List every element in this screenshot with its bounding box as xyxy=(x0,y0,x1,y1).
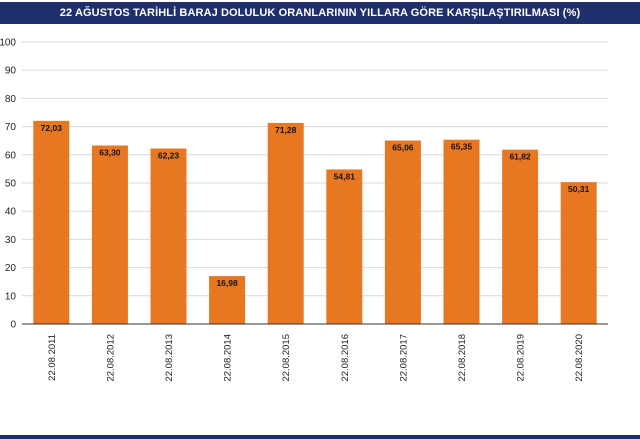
y-tick-label: 30 xyxy=(5,235,17,246)
chart-title: 22 AĞUSTOS TARİHLİ BARAJ DOLULUK ORANLAR… xyxy=(0,2,640,24)
bar xyxy=(33,120,70,324)
y-tick-label: 100 xyxy=(0,38,16,49)
y-axis-ticks: 0 10 20 30 40 50 60 70 80 90 100 xyxy=(0,38,16,331)
y-tick-label: 10 xyxy=(5,291,17,302)
data-label: 50,31 xyxy=(568,184,590,194)
data-label: 72,03 xyxy=(41,123,63,133)
bar xyxy=(502,149,539,324)
y-tick-label: 0 xyxy=(10,320,16,331)
y-tick-label: 80 xyxy=(5,94,17,105)
bar xyxy=(91,145,128,324)
y-tick-label: 20 xyxy=(5,263,17,274)
bar xyxy=(150,148,187,324)
data-label: 63,30 xyxy=(99,147,121,157)
data-label: 54,81 xyxy=(334,171,356,181)
data-label: 65,35 xyxy=(451,142,473,152)
x-tick-label: 22.08.2014 xyxy=(223,334,234,382)
x-tick-label: 22.08.2012 xyxy=(105,334,116,382)
y-tick-label: 60 xyxy=(5,150,17,161)
x-tick-label: 22.08.2015 xyxy=(281,334,292,382)
x-tick-label: 22.08.2020 xyxy=(574,334,585,382)
x-axis-labels: 22.08.2011 22.08.2012 22.08.2013 22.08.2014… xyxy=(47,334,585,382)
y-tick-label: 90 xyxy=(5,66,17,77)
bar xyxy=(384,140,421,324)
y-tick-label: 70 xyxy=(5,122,17,133)
data-labels: 72,03 63,30 62,23 16,98 71,28 54,81 65,06 65,35… xyxy=(41,123,590,288)
bar xyxy=(209,276,246,324)
data-label: 61,82 xyxy=(509,152,531,162)
x-tick-label: 22.08.2017 xyxy=(398,334,409,382)
y-tick-label: 50 xyxy=(5,179,17,190)
data-label: 62,23 xyxy=(158,151,180,161)
bar xyxy=(326,169,363,324)
x-tick-label: 22.08.2016 xyxy=(340,334,351,382)
x-tick-label: 22.08.2013 xyxy=(164,334,175,382)
bottom-border xyxy=(0,435,640,439)
x-tick-label: 22.08.2019 xyxy=(516,334,527,382)
data-label: 16,98 xyxy=(216,278,238,288)
bar xyxy=(560,182,597,324)
data-label: 65,06 xyxy=(392,143,414,153)
y-tick-label: 40 xyxy=(5,207,17,218)
bar xyxy=(267,122,304,324)
x-tick-label: 22.08.2018 xyxy=(457,334,468,382)
data-label: 71,28 xyxy=(275,125,297,135)
x-tick-label: 22.08.2011 xyxy=(47,334,58,381)
bars xyxy=(33,120,597,324)
bar xyxy=(443,139,480,324)
